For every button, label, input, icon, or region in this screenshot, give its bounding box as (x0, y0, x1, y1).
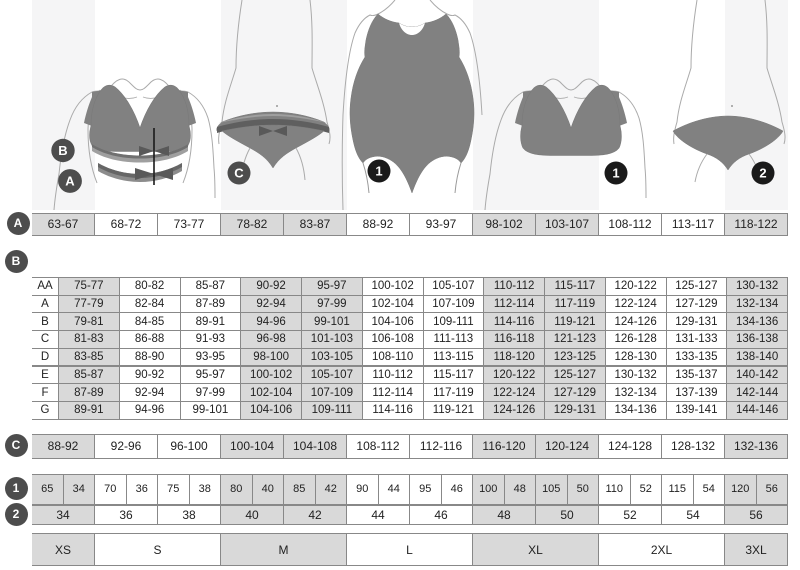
svg-text:2: 2 (759, 166, 766, 181)
svg-text:1: 1 (375, 164, 382, 179)
svg-text:B: B (58, 143, 67, 158)
svg-text:C: C (234, 166, 244, 181)
svg-text:1: 1 (612, 166, 619, 181)
svg-text:A: A (65, 174, 75, 189)
